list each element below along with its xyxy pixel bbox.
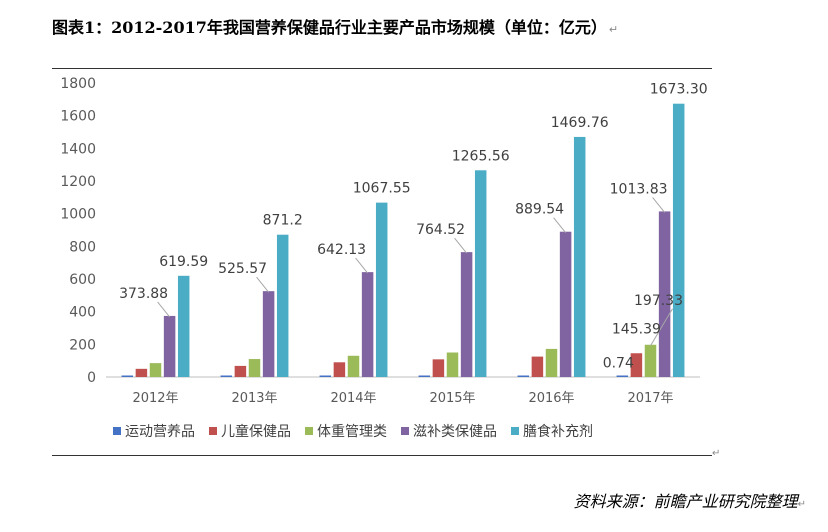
data-label: 0.74 [603,356,634,372]
bar [474,170,487,377]
y-tick-label: 1000 [60,207,96,223]
y-tick-label: 1800 [60,76,96,92]
paragraph-mark-icon: ↵ [608,23,619,36]
data-label: 145.39 [612,321,661,337]
bar [432,359,445,377]
legend: 运动营养品 儿童保健品 体重管理类 滋补类保健品 膳食补充剂 [113,423,593,440]
bar [644,344,657,377]
data-label: 197.33 [634,293,683,309]
y-tick-label: 200 [69,337,96,353]
bar [531,356,544,377]
legend-label: 体重管理类 [317,424,387,440]
paragraph-mark-icon: ↵ [712,448,721,459]
data-labels: 0.74 145.39 197.33 373.88 525.57 642.13 764.52… [119,82,708,372]
x-tick-label: 2014年 [330,391,376,406]
legend-swatch [113,427,121,435]
x-axis: 2012年 2013年 2014年 2015年 2016年 2017年 [106,376,700,406]
leader-line [256,276,269,293]
bar [333,362,346,377]
bar [234,365,247,377]
legend-swatch [209,427,217,435]
bar [163,315,176,377]
y-tick-label: 1400 [60,141,96,157]
bar [149,363,162,377]
bar [658,211,671,377]
y-tick-label: 0 [87,370,96,386]
data-label: 1013.83 [610,181,668,197]
y-axis: 0 200 400 600 800 1000 1200 1400 1600 1800 [60,76,96,386]
data-label: 1673.30 [650,82,708,98]
bar [361,272,374,377]
data-label: 1265.56 [452,148,510,164]
legend-label: 运动营养品 [125,424,195,440]
source-note: 资料来源：前瞻产业研究院整理↵ [574,488,806,512]
x-tick-label: 2016年 [528,391,574,406]
figure-title-text: 图表1：2012-2017年我国营养保健品行业主要产品市场规模（单位：亿元） [52,18,607,37]
legend-swatch [401,427,409,435]
y-tick-label: 400 [69,305,96,321]
bar [121,375,134,377]
bar [262,291,275,377]
y-tick-label: 600 [69,272,96,288]
top-rule [52,68,712,69]
bar [545,348,558,377]
bar [375,202,388,377]
bar [220,375,233,377]
legend-label: 儿童保健品 [221,423,291,440]
leader-line [652,197,665,213]
data-label: 1067.55 [353,181,411,197]
bar [559,231,572,377]
bar [517,375,530,377]
source-text: 资料来源：前瞻产业研究院整理 [573,492,798,511]
x-tick-label: 2017年 [627,391,673,406]
data-label: 642.13 [317,242,366,258]
bar [446,352,459,377]
leader-line [355,257,368,274]
bar [672,103,685,377]
legend-swatch [511,427,519,435]
bar [630,353,643,377]
y-tick-label: 1200 [60,174,96,190]
bar [135,368,148,377]
bar [347,355,360,377]
bar [418,375,431,377]
data-label: 871.2 [263,213,303,229]
data-label: 619.59 [159,254,208,270]
leader-line [650,308,673,347]
bar [616,375,629,377]
figure-title: 图表1：2012-2017年我国营养保健品行业主要产品市场规模（单位：亿元） ↵ [52,14,618,42]
leader-line [454,237,467,254]
data-label: 525.57 [218,261,267,277]
x-tick-label: 2013年 [231,391,277,406]
data-label: 1469.76 [551,115,609,131]
x-tick-label: 2015年 [429,391,475,406]
bar [276,234,289,377]
bar [248,359,261,377]
legend-swatch [305,427,313,435]
bar [460,252,473,377]
data-label: 889.54 [515,202,564,218]
leader-line [553,217,566,234]
bar [177,275,190,377]
bar [319,375,332,377]
y-tick-label: 1600 [60,109,96,125]
legend-label: 滋补类保健品 [413,424,497,440]
leader-line [157,301,170,318]
bar [573,136,586,377]
data-label: 764.52 [416,222,465,238]
bars [121,103,685,377]
data-label: 373.88 [119,286,168,302]
bottom-rule [52,455,712,456]
x-tick-label: 2012年 [132,391,178,406]
y-tick-label: 800 [69,239,96,255]
label-leader-lines [157,197,673,347]
legend-label: 膳食补充剂 [523,423,593,440]
paragraph-mark-icon: ↵ [797,499,806,510]
